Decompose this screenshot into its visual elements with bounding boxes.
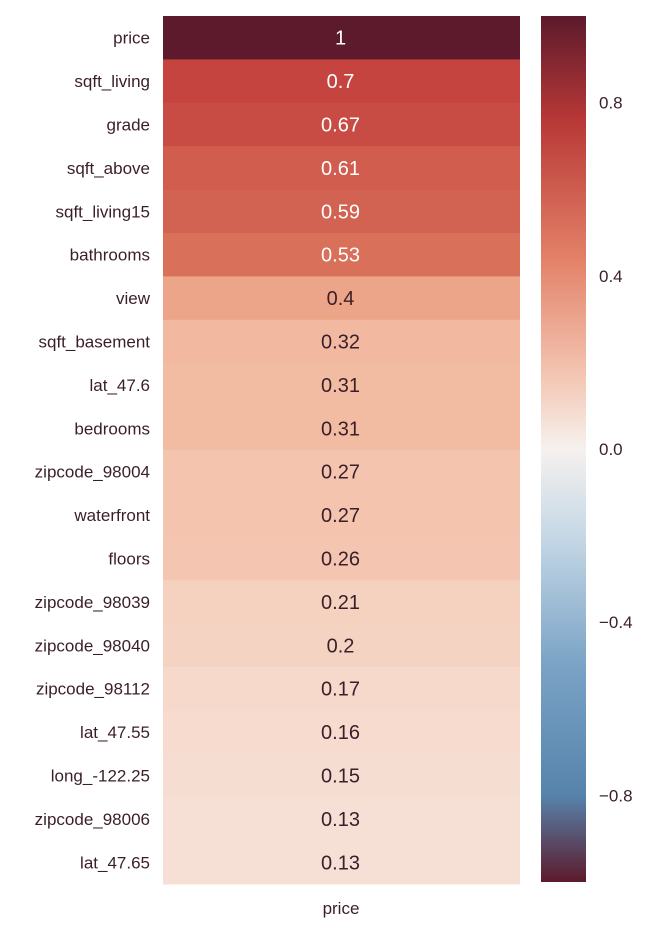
cell-value-label: 0.32 bbox=[321, 332, 360, 354]
cell-value-label: 0.13 bbox=[321, 852, 360, 874]
cell-value-label: 0.21 bbox=[321, 592, 360, 614]
row-label: sqft_living bbox=[74, 72, 150, 91]
colorbar-tick-label: −0.4 bbox=[599, 613, 633, 632]
row-label: floors bbox=[108, 550, 150, 569]
colorbar-tick-labels: 0.8 0.4 0.0 −0.4 −0.8 bbox=[599, 94, 633, 806]
heatmap-cell bbox=[163, 667, 520, 711]
cell-value-label: 0.17 bbox=[321, 679, 360, 701]
row-label: view bbox=[116, 289, 151, 308]
row-label: zipcode_98112 bbox=[36, 680, 150, 699]
heatmap-cell bbox=[163, 189, 520, 234]
colorbar-tick-label: 0.4 bbox=[599, 267, 623, 286]
heatmap-cell bbox=[163, 840, 520, 885]
row-label: lat_47.55 bbox=[80, 723, 150, 742]
colorbar-tick-label: −0.8 bbox=[599, 786, 633, 805]
row-label: sqft_above bbox=[67, 159, 150, 178]
heatmap-cells bbox=[163, 16, 520, 885]
cell-value-label: 0.27 bbox=[321, 505, 360, 527]
row-label: lat_47.6 bbox=[90, 376, 151, 395]
row-label: bathrooms bbox=[70, 246, 150, 265]
row-label: price bbox=[113, 29, 150, 48]
row-label: zipcode_98004 bbox=[35, 463, 150, 482]
row-label: lat_47.65 bbox=[80, 853, 150, 872]
cell-value-label: 0.2 bbox=[327, 635, 355, 657]
cell-value-label: 0.15 bbox=[321, 766, 360, 788]
row-label: waterfront bbox=[73, 506, 150, 525]
cell-value-label: 0.7 bbox=[327, 71, 355, 93]
cell-value-label: 0.31 bbox=[321, 418, 360, 440]
heatmap-cell bbox=[163, 580, 520, 625]
x-tick-label: price bbox=[323, 899, 360, 918]
row-label: long_-122.25 bbox=[51, 767, 150, 786]
heatmap-cell bbox=[163, 493, 520, 538]
heatmap-cell bbox=[163, 102, 520, 147]
cell-value-labels: 1 0.7 0.67 0.61 0.59 0.53 0.4 0.32 0.31 0.31 0.27 0… bbox=[321, 28, 360, 875]
row-label: zipcode_98039 bbox=[35, 593, 150, 612]
row-label: sqft_living15 bbox=[55, 202, 150, 221]
cell-value-label: 0.16 bbox=[321, 722, 360, 744]
colorbar-tick-label: 0.0 bbox=[599, 440, 623, 459]
heatmap-cell bbox=[163, 797, 520, 842]
cell-value-label: 0.59 bbox=[321, 201, 360, 223]
cell-value-label: 0.27 bbox=[321, 462, 360, 484]
heatmap-cell bbox=[163, 16, 520, 60]
heatmap-cell bbox=[163, 710, 520, 755]
heatmap-cell bbox=[163, 536, 520, 581]
cell-value-label: 0.13 bbox=[321, 809, 360, 831]
heatmap-cell bbox=[163, 406, 520, 451]
cell-value-label: 0.67 bbox=[321, 115, 360, 137]
row-label: grade bbox=[107, 116, 150, 135]
cell-value-label: 0.31 bbox=[321, 375, 360, 397]
heatmap-cell bbox=[163, 623, 520, 668]
heatmap-cell bbox=[163, 450, 520, 494]
heatmap-cell bbox=[163, 276, 520, 321]
heatmap-cell bbox=[163, 363, 520, 408]
heatmap-cell bbox=[163, 233, 520, 277]
heatmap-cell bbox=[163, 146, 520, 191]
row-label: sqft_basement bbox=[38, 333, 150, 352]
cell-value-label: 0.4 bbox=[327, 288, 355, 310]
heatmap-cell bbox=[163, 59, 520, 104]
colorbar-tick-label: 0.8 bbox=[599, 94, 623, 113]
cell-value-label: 0.53 bbox=[321, 245, 360, 267]
cell-value-label: 0.61 bbox=[321, 158, 360, 180]
heatmap-cell bbox=[163, 319, 520, 364]
row-label: zipcode_98006 bbox=[35, 810, 150, 829]
heatmap-cell bbox=[163, 753, 520, 798]
cell-value-label: 1 bbox=[335, 28, 346, 50]
row-label: zipcode_98040 bbox=[35, 636, 150, 655]
cell-value-label: 0.26 bbox=[321, 549, 360, 571]
colorbar bbox=[541, 16, 586, 882]
row-label: bedrooms bbox=[74, 419, 150, 438]
